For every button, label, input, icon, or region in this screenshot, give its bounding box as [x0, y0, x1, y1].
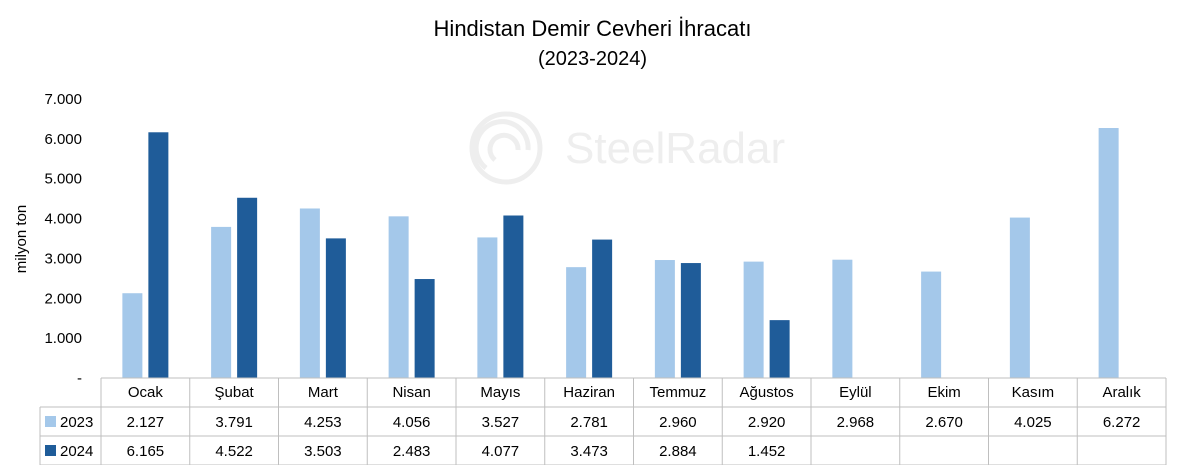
- bar-2023: [743, 261, 764, 378]
- bar-2024: [503, 215, 524, 378]
- data-label-2023: 4.056: [393, 414, 431, 431]
- legend-label-2023: 2023: [60, 414, 93, 431]
- x-tick-label: Ekim: [927, 384, 960, 401]
- y-axis: - 1.000 2.000 3.000 4.000 5.000 6.000 7.000: [44, 91, 82, 387]
- data-label-2024: 4.077: [482, 443, 520, 460]
- y-tick-label: -: [77, 370, 82, 387]
- y-axis-label: milyon ton: [13, 205, 30, 273]
- watermark-text: SteelRadar: [565, 124, 785, 173]
- data-label-2024: 3.473: [570, 443, 608, 460]
- x-tick-label: Nisan: [392, 384, 430, 401]
- data-table: Ocak Şubat Mart Nisan Mayıs Haziran Temmuz Ağus…: [39, 377, 1167, 465]
- bar-2023: [921, 271, 942, 378]
- y-tick-label: 2.000: [44, 290, 82, 307]
- data-label-2023: 6.272: [1103, 414, 1141, 431]
- bar-2023: [211, 226, 232, 378]
- x-tick-label: Eylül: [839, 384, 872, 401]
- data-label-2023: 3.527: [482, 414, 520, 431]
- bar-2023: [122, 293, 143, 378]
- data-label-2024: 6.165: [127, 443, 165, 460]
- x-tick-label: Aralık: [1102, 384, 1141, 401]
- data-label-2023: 4.253: [304, 414, 342, 431]
- data-label-2023: 2.960: [659, 414, 697, 431]
- data-label-2023: 2.920: [748, 414, 786, 431]
- plot-area: [122, 128, 1119, 378]
- bar-2023: [654, 260, 675, 378]
- bar-2023: [566, 267, 587, 378]
- bar-2023: [1098, 128, 1119, 378]
- y-tick-label: 4.000: [44, 211, 82, 228]
- bar-2024: [592, 239, 613, 378]
- data-label-2024: 3.503: [304, 443, 342, 460]
- y-tick-label: 5.000: [44, 171, 82, 188]
- legend-label-2024: 2024: [60, 443, 93, 460]
- data-label-2023: 2.781: [570, 414, 608, 431]
- bar-2024: [325, 238, 346, 378]
- data-label-2024: 2.884: [659, 443, 697, 460]
- chart-title: Hindistan Demir Cevheri İhracatı: [433, 16, 752, 41]
- bar-2023: [388, 216, 409, 378]
- data-label-2024: 4.522: [215, 443, 253, 460]
- chart-subtitle: (2023-2024): [538, 48, 647, 70]
- x-tick-label: Temmuz: [650, 384, 707, 401]
- legend-swatch-2023: [45, 416, 56, 427]
- bar-2024: [237, 197, 258, 378]
- data-label-2023: 3.791: [215, 414, 253, 431]
- x-tick-label: Ağustos: [740, 384, 794, 401]
- x-tick-label: Mayıs: [480, 384, 520, 401]
- bar-2024: [680, 263, 701, 378]
- data-label-2023: 4.025: [1014, 414, 1052, 431]
- x-tick-label: Kasım: [1012, 384, 1055, 401]
- y-tick-label: 1.000: [44, 330, 82, 347]
- bar-2023: [299, 208, 320, 378]
- bar-2024: [414, 279, 435, 378]
- watermark: SteelRadar: [469, 111, 785, 185]
- y-tick-label: 6.000: [44, 131, 82, 148]
- x-tick-label: Mart: [308, 384, 339, 401]
- x-tick-label: Şubat: [215, 384, 255, 401]
- bar-2024: [769, 320, 790, 378]
- data-label-2024: 1.452: [748, 443, 786, 460]
- x-tick-label: Ocak: [128, 384, 164, 401]
- data-label-2024: 2.483: [393, 443, 431, 460]
- data-label-2023: 2.968: [837, 414, 875, 431]
- bar-2023: [477, 237, 498, 378]
- bar-2023: [832, 259, 853, 378]
- data-label-2023: 2.670: [925, 414, 963, 431]
- legend-swatch-2024: [45, 445, 56, 456]
- bar-2023: [1009, 217, 1030, 378]
- y-tick-label: 3.000: [44, 250, 82, 267]
- y-tick-label: 7.000: [44, 91, 82, 108]
- bar-2024: [148, 132, 169, 378]
- radar-logo-icon: [469, 111, 543, 185]
- data-label-2023: 2.127: [127, 414, 165, 431]
- x-tick-label: Haziran: [563, 384, 615, 401]
